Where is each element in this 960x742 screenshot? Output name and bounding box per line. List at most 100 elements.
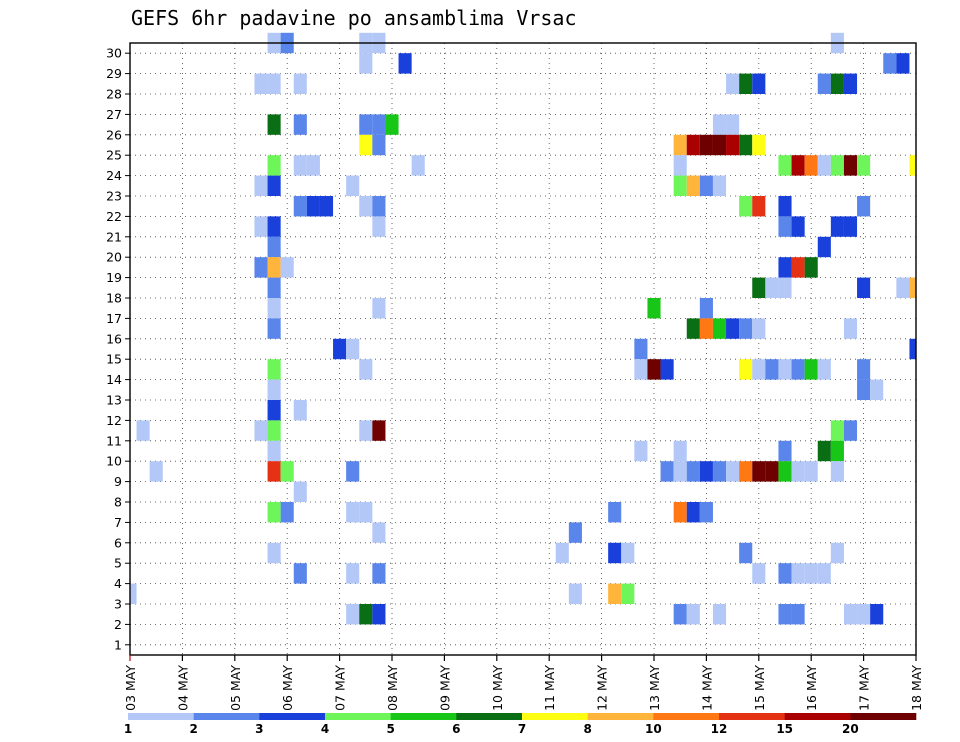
heatmap-cell <box>726 461 740 482</box>
heatmap-cell <box>608 583 622 604</box>
y-tick-label: 14 <box>106 372 122 387</box>
heatmap-cell <box>359 114 373 135</box>
heatmap-cell <box>739 542 753 564</box>
x-tick-label: 06 MAY <box>280 665 295 711</box>
heatmap-cell <box>346 604 360 625</box>
heatmap-cell <box>857 604 871 625</box>
heatmap-cell <box>739 73 753 94</box>
heatmap-cell <box>752 196 766 217</box>
heatmap-cell <box>791 461 805 482</box>
x-axis: 03 MAY 04 MAY 05 MAY 06 MAY 07 MAY 08 MAY 09 M… <box>123 655 924 711</box>
heatmap-cell <box>280 257 294 278</box>
heatmap-cell <box>673 461 687 482</box>
heatmap-cell <box>857 277 871 298</box>
colorbar-label: 7 <box>518 722 526 736</box>
heatmap-cell <box>267 114 281 135</box>
heatmap-cell <box>254 257 268 278</box>
heatmap-cell <box>346 338 360 360</box>
heatmap-cell <box>254 216 268 237</box>
x-tick-label: 17 MAY <box>857 665 872 711</box>
heatmap-cell <box>765 277 779 298</box>
y-tick-label: 17 <box>106 311 122 326</box>
y-tick-label: 15 <box>106 352 122 367</box>
heatmap-cell <box>673 502 687 523</box>
heatmap-cell <box>739 134 753 156</box>
colorbar-segment <box>128 713 194 720</box>
heatmap-cell <box>804 359 818 380</box>
heatmap-cell <box>830 216 844 237</box>
y-tick-label: 4 <box>114 576 122 591</box>
heatmap-cell <box>870 379 884 400</box>
heatmap-cell <box>267 236 281 258</box>
heatmap-cell <box>267 461 281 482</box>
colorbar-label: 4 <box>321 722 329 736</box>
y-tick-label: 6 <box>114 535 122 550</box>
heatmap-cell <box>254 420 268 441</box>
heatmap-cell <box>830 73 844 94</box>
heatmap-cell <box>686 175 700 196</box>
y-tick-label: 7 <box>114 515 122 530</box>
colorbar-segment <box>456 713 523 720</box>
heatmap-cell <box>699 298 713 319</box>
heatmap-cell <box>857 196 871 217</box>
heatmap-cell <box>333 338 347 360</box>
y-tick-label: 10 <box>106 454 122 469</box>
heatmap-cell <box>660 359 674 380</box>
colorbar-segment <box>719 713 785 720</box>
heatmap-cell <box>699 134 713 156</box>
heatmap-cell <box>896 53 910 74</box>
y-tick-label: 9 <box>114 474 122 489</box>
heatmap-cell <box>568 522 582 543</box>
heatmap-cell <box>267 318 281 339</box>
heatmap-cell <box>280 461 294 482</box>
heatmap-cell <box>726 114 740 135</box>
heatmap-cell <box>778 440 792 462</box>
heatmap-cell <box>267 257 281 278</box>
heatmap-cell <box>712 114 727 135</box>
colorbar-legend: 1 2 3 4 5 6 7 8 10 12 15 20 <box>124 713 917 736</box>
heatmap-cell <box>699 175 713 196</box>
heatmap-cell <box>752 359 766 380</box>
heatmap-cell <box>712 134 727 156</box>
heatmap-cell <box>267 277 281 298</box>
heatmap-cell <box>254 175 268 196</box>
heatmap-cell <box>699 318 713 339</box>
heatmap-cell <box>555 542 569 564</box>
heatmap-cell <box>752 563 766 584</box>
colorbar-segment <box>390 713 457 720</box>
colorbar-segment <box>259 713 326 720</box>
heatmap-cell <box>293 481 307 502</box>
y-tick-label: 26 <box>106 127 122 142</box>
heatmap-cell <box>686 502 700 523</box>
heatmap-cell <box>843 155 858 176</box>
heatmap-cell <box>267 400 281 421</box>
plot-frame <box>129 42 917 656</box>
heatmap-cell <box>778 257 792 278</box>
heatmap-cell <box>149 461 163 482</box>
heatmap-cell <box>634 338 648 360</box>
heatmap-cell <box>398 53 412 74</box>
y-tick-label: 25 <box>106 148 122 163</box>
heatmap-cell <box>752 277 766 298</box>
x-tick-label: 05 MAY <box>228 665 243 711</box>
heatmap-cell <box>660 461 674 482</box>
heatmap-cell <box>778 216 792 237</box>
heatmap-cell <box>817 440 831 462</box>
heatmap-cell <box>608 502 622 523</box>
heatmap-cell <box>778 277 792 298</box>
heatmap-cell <box>372 216 386 237</box>
heatmap-cell <box>372 196 386 217</box>
heatmap-cell <box>739 359 753 380</box>
heatmap-cell <box>673 440 687 462</box>
heatmap-cell <box>830 542 844 564</box>
y-tick-label: 29 <box>106 66 122 81</box>
heatmap-cell <box>372 420 386 441</box>
heatmap-cell <box>843 604 858 625</box>
heatmap-cell <box>293 73 307 94</box>
heatmap-cell <box>791 563 805 584</box>
heatmap-cell <box>830 461 844 482</box>
heatmap-cell <box>883 53 897 74</box>
heatmap-cell <box>372 563 386 584</box>
heatmap-cell <box>726 73 740 94</box>
x-tick-label: 13 MAY <box>647 665 662 711</box>
